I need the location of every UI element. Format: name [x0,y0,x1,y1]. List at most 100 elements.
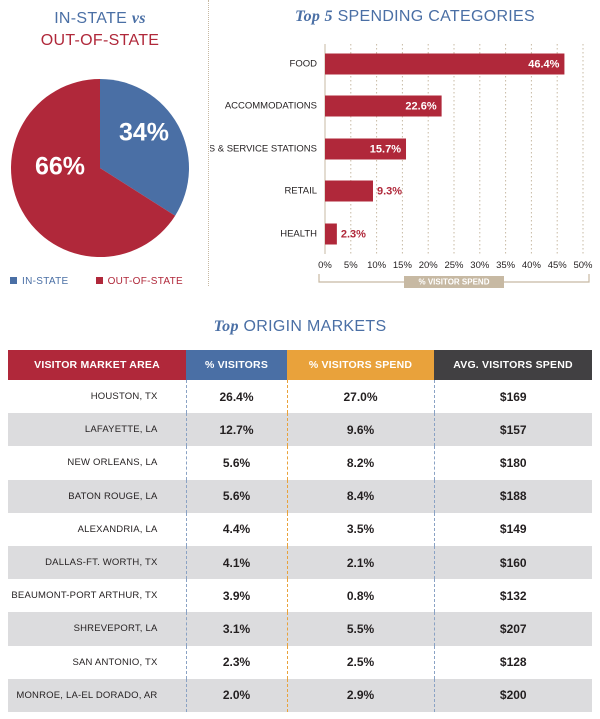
table-row: MONROE, LA-EL DORADO, AR 2.0% 2.9% $200 [8,678,592,712]
legend-label-in-state: IN-STATE [22,276,69,287]
cell-pct-visitors-spend: 0.8% [286,579,434,613]
pie-chart-title: IN-STATE vs OUT-OF-STATE [0,8,200,52]
bar [325,53,565,75]
header-pct-visitors: % VISITORS [186,350,287,380]
x-tick-label: 25% [444,260,464,271]
bar [325,180,373,202]
cell-pct-visitors-spend: 8.4% [286,479,434,513]
table-row: SAN ANTONIO, TX 2.3% 2.5% $128 [8,645,592,679]
cell-market-area: MONROE, LA-EL DORADO, AR [8,678,186,712]
header-avg-visitors-spend: AVG. VISITORS SPEND [434,350,592,380]
cell-pct-visitors-spend: 8.2% [286,446,434,480]
pie-title-out-of-state: OUT-OF-STATE [40,32,160,49]
cell-avg-visitors-spend: $157 [433,413,592,447]
pie-title-in-state: IN-STATE [54,10,128,27]
table-row: ALEXANDRIA, LA 4.4% 3.5% $149 [8,512,592,546]
data-label: 2.3% [341,228,366,240]
cell-avg-visitors-spend: $149 [433,512,592,546]
cell-market-area: SAN ANTONIO, TX [72,656,158,668]
cell-pct-visitors-spend: 2.1% [286,545,434,580]
x-axis-title: % VISITOR SPEND [419,278,490,287]
cell-pct-visitors: 4.1% [185,545,287,580]
cell-avg-visitors-spend: $132 [433,579,592,613]
cell-pct-visitors-spend: 9.6% [286,413,434,447]
table-row: SHREVEPORT, LA 3.1% 5.5% $207 [8,612,592,646]
x-tick-label: 10% [367,260,387,271]
cell-avg-visitors-spend: $200 [433,678,592,712]
cell-avg-visitors-spend: $160 [433,545,592,580]
pie-chart: 34% 66% [10,79,189,257]
cell-pct-visitors: 4.4% [185,512,287,546]
cell-market-area: ALEXANDRIA, LA [77,523,158,535]
x-tick-label: 50% [573,260,593,271]
table-title-rest: ORIGIN MARKETS [243,318,387,335]
bar [325,223,337,245]
table-title: Top ORIGIN MARKETS [0,318,600,336]
bar-chart-title: Top 5 SPENDING CATEGORIES [230,8,600,26]
cell-market-area: BEAUMONT-PORT ARTHUR, TX [11,590,158,602]
cell-pct-visitors-spend: 5.5% [286,612,434,646]
table-row: LAFAYETTE, LA 12.7% 9.6% $157 [8,413,592,447]
cell-market-area: LAFAYETTE, LA [8,413,186,447]
x-axis-title-box [404,276,504,288]
cell-pct-visitors: 5.6% [185,479,287,513]
header-visitor-market-area: VISITOR MARKET AREA [8,350,186,380]
cell-avg-visitors-spend: $207 [433,612,592,646]
cell-pct-visitors: 2.0% [185,678,287,712]
cell-avg-visitors-spend: $180 [433,446,592,480]
category-label: RETAIL [284,186,317,197]
pie-label-in-state: 34% [119,119,169,147]
x-tick-label: 40% [522,260,542,271]
table-header-row: VISITOR MARKET AREA % VISITORS % VISITOR… [8,350,592,380]
cell-market-area: SHREVEPORT, LA [8,612,186,646]
cell-market-area: HOUSTON, TX [90,391,158,403]
cell-pct-visitors: 5.6% [185,446,287,480]
cell-pct-visitors: 3.9% [185,579,287,613]
origin-markets-table: VISITOR MARKET AREA % VISITORS % VISITOR… [8,350,592,712]
bar-title-top: Top 5 [295,8,333,25]
cell-avg-visitors-spend: $128 [433,645,592,679]
cell-pct-visitors-spend: 2.9% [286,678,434,712]
cell-market-area: NEW ORLEANS, LA [67,457,158,469]
legend-item-in-state: IN-STATE [10,276,68,287]
cell-pct-visitors: 2.3% [185,645,287,679]
category-label: FOOD [290,59,318,70]
data-label: 46.4% [528,58,559,70]
bar [325,138,407,160]
pie-title-vs: vs [131,10,146,27]
x-tick-label: 20% [419,260,439,271]
legend-label-out-of-state: OUT-OF-STATE [107,276,184,287]
pie-slice-in-state [100,79,189,216]
table-row: DALLAS-FT. WORTH, TX 4.1% 2.1% $160 [8,545,592,580]
table-title-top: Top [213,318,239,335]
table-row: NEW ORLEANS, LA 5.6% 8.2% $180 [8,446,592,480]
pie-legend: IN-STATE OUT-OF-STATE [10,276,207,287]
category-label: GAS & SERVICE STATIONS [210,144,317,155]
category-label: ACCOMMODATIONS [225,101,317,112]
x-tick-label: 30% [470,260,490,271]
table-row: HOUSTON, TX 26.4% 27.0% $169 [8,380,592,414]
cell-pct-visitors: 26.4% [185,380,287,414]
category-label: HEALTH [280,229,317,240]
section-divider [208,0,209,286]
table-row: BATON ROUGE, LA 5.6% 8.4% $188 [8,479,592,513]
x-tick-label: 5% [344,260,358,271]
cell-avg-visitors-spend: $188 [433,479,592,513]
data-label: 9.3% [377,185,402,197]
data-label: 22.6% [405,100,436,112]
x-tick-label: 0% [318,260,332,271]
cell-market-area: BATON ROUGE, LA [8,479,186,513]
cell-pct-visitors: 12.7% [185,413,287,447]
cell-avg-visitors-spend: $169 [433,380,592,414]
header-pct-visitors-spend: % VISITORS SPEND [287,350,434,380]
x-tick-label: 35% [496,260,516,271]
legend-swatch-in-state [10,277,17,284]
cell-pct-visitors: 3.1% [185,612,287,646]
x-tick-label: 45% [548,260,568,271]
cell-pct-visitors-spend: 27.0% [286,380,434,414]
table-row: BEAUMONT-PORT ARTHUR, TX 3.9% 0.8% $132 [8,579,592,613]
legend-item-out-of-state: OUT-OF-STATE [95,276,184,287]
bar-chart: 0% 5% 10% 15% 20% 25% 30% 35% 40% 45% 50% FOOD 46.4%… [210,44,593,288]
bar [325,95,442,117]
legend-swatch-out-of-state [95,277,103,284]
